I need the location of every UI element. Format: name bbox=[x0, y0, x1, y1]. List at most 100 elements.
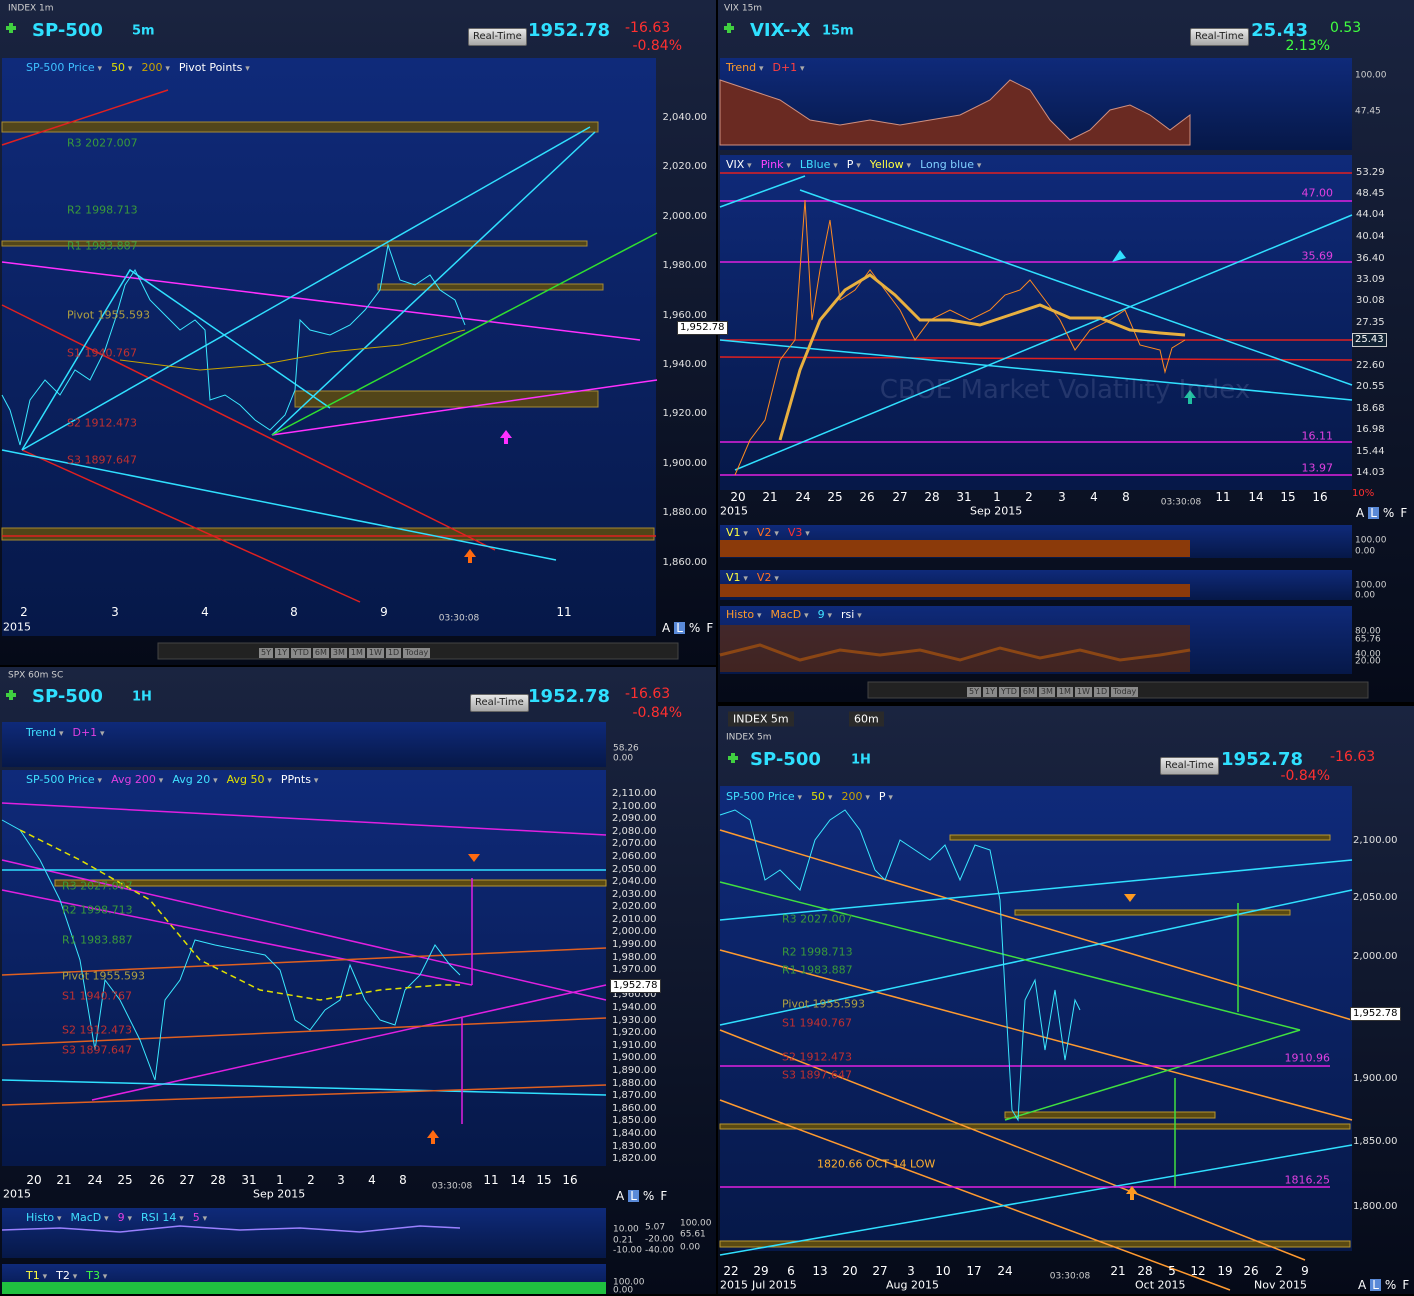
scale-modes-item[interactable]: A bbox=[1358, 1278, 1367, 1292]
range-buttons-item[interactable]: 3M bbox=[330, 648, 347, 658]
realtime-button[interactable]: Real-Time bbox=[1160, 757, 1219, 775]
tab[interactable]: INDEX 5m bbox=[728, 711, 794, 727]
chart-source[interactable]: INDEX 5m bbox=[726, 732, 772, 743]
study-legend-item[interactable]: Trend bbox=[26, 727, 64, 739]
price-legend-item[interactable]: P bbox=[847, 159, 861, 171]
study-legend-item[interactable]: 9 bbox=[118, 1212, 132, 1224]
study-legend-item[interactable]: V1 bbox=[726, 527, 748, 539]
price-legend-item[interactable]: 200 bbox=[841, 791, 869, 803]
scale-modes-item[interactable]: F bbox=[660, 1189, 668, 1203]
scale-modes-item[interactable]: L bbox=[674, 621, 685, 635]
study-legend-item[interactable]: rsi bbox=[841, 609, 862, 621]
panel-shape bbox=[719, 1123, 1351, 1130]
price-legend-item[interactable]: PPnts bbox=[281, 774, 318, 786]
price-legend-item[interactable]: Avg 20 bbox=[172, 774, 217, 786]
range-buttons-item[interactable]: 1W bbox=[1074, 687, 1092, 697]
study-legend-item[interactable]: T2 bbox=[56, 1270, 77, 1282]
realtime-button[interactable]: Real-Time bbox=[1190, 28, 1249, 46]
price-legend-item[interactable]: VIX bbox=[726, 159, 752, 171]
study-legend-item[interactable]: Histo bbox=[26, 1212, 62, 1224]
study-legend-item[interactable]: D+1 bbox=[73, 727, 105, 739]
range-buttons-item[interactable]: 1D bbox=[1093, 687, 1110, 697]
price-legend-item[interactable]: Avg 50 bbox=[227, 774, 272, 786]
study-legend-item[interactable]: MacD bbox=[771, 609, 809, 621]
range-buttons-item[interactable]: Today bbox=[1111, 687, 1139, 697]
range-buttons-item[interactable]: 1M bbox=[348, 648, 365, 658]
range-buttons-item[interactable]: 6M bbox=[1020, 687, 1037, 697]
x-tick-label: 4 bbox=[1090, 490, 1098, 504]
range-buttons-item[interactable]: 1Y bbox=[982, 687, 997, 697]
price-legend-item[interactable]: 50 bbox=[811, 791, 832, 803]
study-legend-item[interactable]: D+1 bbox=[773, 62, 805, 74]
range-buttons-item[interactable]: 1D bbox=[385, 648, 402, 658]
symbol[interactable]: SP-500 bbox=[750, 749, 821, 770]
realtime-button[interactable]: Real-Time bbox=[470, 694, 529, 712]
level-label: S2 1912.473 bbox=[62, 1023, 132, 1037]
price-legend-item[interactable]: P bbox=[879, 791, 893, 803]
study-legend-item[interactable]: Histo bbox=[726, 609, 762, 621]
price-legend-item[interactable]: Pink bbox=[761, 159, 791, 171]
scale-modes-item[interactable]: % bbox=[688, 621, 701, 635]
range-buttons-item[interactable]: 3M bbox=[1038, 687, 1055, 697]
price-legend-item[interactable]: 50 bbox=[111, 62, 132, 74]
study-legend-item[interactable]: V3 bbox=[788, 527, 810, 539]
study-legend-item[interactable]: MacD bbox=[71, 1212, 109, 1224]
range-buttons-item[interactable]: 6M bbox=[312, 648, 329, 658]
range-buttons-item[interactable]: Today bbox=[403, 648, 431, 658]
range-buttons-item[interactable]: YTD bbox=[290, 648, 311, 658]
scale-modes-item[interactable]: % bbox=[642, 1189, 655, 1203]
symbol[interactable]: SP-500 bbox=[32, 686, 103, 707]
price-legend-item[interactable]: Yellow bbox=[870, 159, 911, 171]
scale-modes-item[interactable]: L bbox=[1370, 1278, 1381, 1292]
realtime-button[interactable]: Real-Time bbox=[468, 28, 527, 46]
price-legend-item[interactable]: Pivot Points bbox=[179, 62, 250, 74]
scale-modes-item[interactable]: L bbox=[628, 1189, 639, 1203]
y-tick-label: 16.98 bbox=[1356, 424, 1385, 435]
scale-modes-item[interactable]: % bbox=[1384, 1278, 1397, 1292]
study-legend-item[interactable]: V2 bbox=[757, 572, 779, 584]
range-buttons-item[interactable]: 1W bbox=[366, 648, 384, 658]
price-legend-item[interactable]: SP-500 Price bbox=[26, 774, 102, 786]
price-legend-item[interactable]: LBlue bbox=[800, 159, 838, 171]
study-legend-item[interactable]: RSI 14 bbox=[141, 1212, 184, 1224]
study-legend-item[interactable]: Trend bbox=[726, 62, 764, 74]
scale-modes-item[interactable]: L bbox=[1368, 506, 1379, 520]
study-legend-item[interactable]: 9 bbox=[818, 609, 832, 621]
scale-modes-item[interactable]: A bbox=[616, 1189, 625, 1203]
y-tick-label: 14.03 bbox=[1356, 467, 1385, 478]
price-legend-item[interactable]: SP-500 Price bbox=[726, 791, 802, 803]
scale-modes-item[interactable]: F bbox=[1400, 506, 1408, 520]
price-legend-item[interactable]: Long blue bbox=[920, 159, 981, 171]
tab[interactable]: 60m bbox=[849, 711, 884, 727]
scale-modes-item[interactable]: A bbox=[1356, 506, 1365, 520]
symbol[interactable]: SP-500 bbox=[32, 20, 103, 41]
range-buttons-item[interactable]: 5Y bbox=[259, 648, 273, 658]
scale-modes-item[interactable]: A bbox=[662, 621, 671, 635]
scale-modes-item[interactable]: F bbox=[706, 621, 714, 635]
scale-modes-item[interactable]: % bbox=[1382, 506, 1395, 520]
scale-modes-item[interactable]: F bbox=[1402, 1278, 1410, 1292]
level-label: R2 1998.713 bbox=[782, 945, 853, 959]
interval[interactable]: 1H bbox=[851, 752, 871, 768]
symbol[interactable]: VIX--X bbox=[750, 20, 811, 41]
level-label: R1 1983.887 bbox=[67, 239, 138, 253]
range-buttons-item[interactable]: YTD bbox=[998, 687, 1019, 697]
chart-source[interactable]: VIX 15m bbox=[724, 3, 763, 14]
price-legend-item[interactable]: 200 bbox=[141, 62, 169, 74]
chart-source[interactable]: INDEX 1m bbox=[8, 3, 54, 14]
range-buttons-item[interactable]: 1M bbox=[1056, 687, 1073, 697]
study-legend-item[interactable]: V2 bbox=[757, 527, 779, 539]
range-buttons-item[interactable]: 5Y bbox=[967, 687, 981, 697]
interval[interactable]: 5m bbox=[132, 23, 155, 39]
chart-source[interactable]: SPX 60m SC bbox=[8, 670, 64, 681]
study-legend-item[interactable]: V1 bbox=[726, 572, 748, 584]
price-legend-item[interactable]: Avg 200 bbox=[111, 774, 163, 786]
study-legend-item[interactable]: T1 bbox=[26, 1270, 47, 1282]
study-legend-item[interactable]: T3 bbox=[86, 1270, 107, 1282]
study-legend-item[interactable]: 5 bbox=[193, 1212, 207, 1224]
range-buttons-item[interactable]: 1Y bbox=[274, 648, 289, 658]
interval[interactable]: 1H bbox=[132, 689, 152, 705]
level-label: 16.11 bbox=[1301, 429, 1334, 443]
price-legend-item[interactable]: SP-500 Price bbox=[26, 62, 102, 74]
interval[interactable]: 15m bbox=[822, 23, 854, 39]
